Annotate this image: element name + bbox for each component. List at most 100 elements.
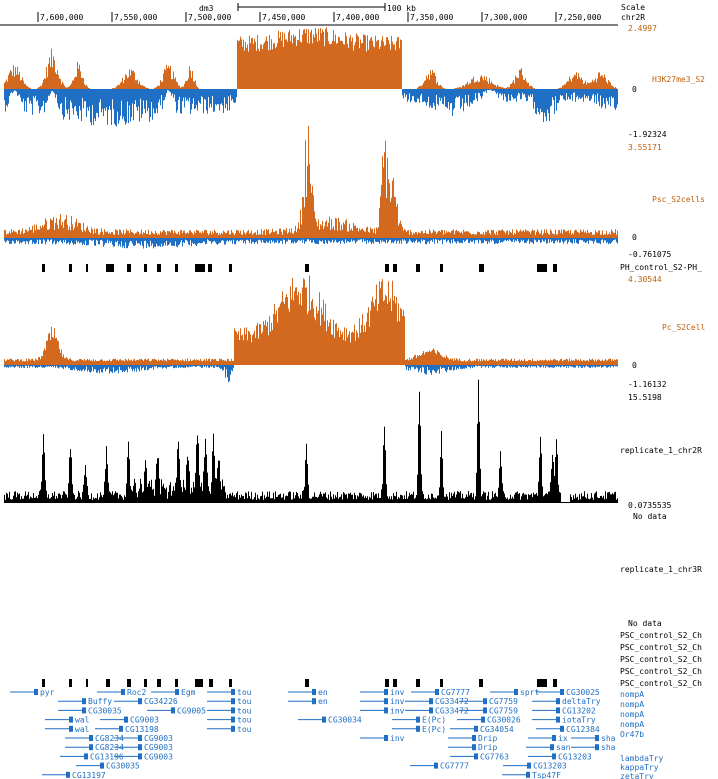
- track-psc-control[interactable]: [42, 679, 557, 687]
- gene-label[interactable]: CG8234: [95, 734, 124, 743]
- gene-label[interactable]: sha: [601, 743, 616, 752]
- gene-exon: [69, 716, 73, 723]
- gene-label[interactable]: wal: [75, 725, 90, 734]
- rep3r-name: replicate_1_chr3R: [620, 565, 702, 574]
- gene-label[interactable]: en: [318, 688, 328, 697]
- ph-peak: [69, 264, 72, 272]
- gene-label[interactable]: deltaTry: [562, 697, 601, 706]
- gene-exon: [474, 753, 478, 760]
- gene-label[interactable]: en: [318, 697, 328, 706]
- gene-label[interactable]: CG13203: [558, 752, 592, 761]
- gene-label[interactable]: CG9003: [144, 743, 173, 752]
- gene-label[interactable]: CG34054: [480, 725, 514, 734]
- chrom-label: chr2R: [621, 13, 645, 22]
- gene-exon: [138, 735, 142, 741]
- gene-label[interactable]: CG30035: [106, 762, 140, 771]
- gene-label[interactable]: san: [556, 743, 571, 752]
- gene-label[interactable]: wal: [75, 716, 90, 725]
- gene-exon: [231, 698, 235, 705]
- gene-exon: [34, 689, 38, 695]
- control-peak: [86, 679, 88, 687]
- gene-exon: [483, 698, 487, 705]
- gene-label[interactable]: CG33472: [435, 706, 469, 715]
- gene-label[interactable]: CG13202: [562, 706, 596, 715]
- gene-label[interactable]: Drip: [478, 734, 497, 743]
- gene-label[interactable]: tou: [237, 706, 252, 715]
- gene-label[interactable]: tou: [237, 716, 252, 725]
- undefined-negative-signal: [4, 365, 618, 382]
- gene-label[interactable]: Drip: [478, 743, 497, 752]
- gene-label[interactable]: tou: [237, 688, 252, 697]
- gene-label[interactable]: E(Pc): [422, 716, 446, 725]
- gene-label[interactable]: CG13203: [533, 762, 567, 771]
- track-h3k27me3[interactable]: [4, 27, 618, 127]
- gene-label[interactable]: tou: [237, 697, 252, 706]
- gene-label[interactable]: CG30035: [88, 706, 122, 715]
- gene-label[interactable]: CG30026: [487, 716, 521, 725]
- gene-label[interactable]: CG7759: [489, 706, 518, 715]
- gene-label[interactable]: CG7777: [440, 762, 469, 771]
- gene-label[interactable]: CG9003: [130, 716, 159, 725]
- track-genes[interactable]: pyr Roc2 Egm tou en inv CG7777 sprt CG30025 Buffy…: [10, 688, 616, 779]
- gene-label[interactable]: sha: [601, 734, 616, 743]
- gene-label[interactable]: Buffy: [88, 697, 112, 706]
- gene-label[interactable]: inv: [390, 734, 405, 743]
- gene-label[interactable]: CG33472: [435, 697, 469, 706]
- gene-label[interactable]: CG12384: [566, 725, 600, 734]
- gene-exon: [556, 698, 560, 705]
- gene-label[interactable]: Tsp47F: [532, 771, 561, 779]
- gene-label[interactable]: tou: [237, 725, 252, 734]
- gene-exon: [474, 725, 478, 732]
- gene-label[interactable]: CG9003: [144, 734, 173, 743]
- gene-label[interactable]: inv: [390, 697, 405, 706]
- gene-label[interactable]: E(Pc): [422, 725, 446, 734]
- ruler-tick-label: 7,300,000: [484, 13, 528, 22]
- gene-label[interactable]: CG9005: [177, 706, 206, 715]
- gene-exon: [552, 735, 556, 741]
- gene-label[interactable]: pyr: [40, 688, 55, 697]
- gene-exon: [472, 735, 476, 741]
- ruler-tick-label: 7,400,000: [336, 13, 380, 22]
- control-peak: [393, 679, 397, 687]
- gene-label[interactable]: inv: [390, 706, 405, 715]
- gene-label[interactable]: Egm: [181, 688, 196, 697]
- psc-max: 3.55171: [628, 143, 662, 152]
- track-pc[interactable]: [4, 275, 618, 383]
- pc-max: 4.30544: [628, 275, 662, 284]
- gene-label[interactable]: ix: [558, 734, 568, 743]
- gene-exon: [384, 735, 388, 741]
- track-ph-peaks[interactable]: [42, 264, 557, 272]
- gene-label[interactable]: Roc2: [127, 688, 146, 697]
- gene-label[interactable]: CG7763: [480, 752, 509, 761]
- gene-label[interactable]: CG7759: [489, 697, 518, 706]
- ph-peak: [537, 264, 547, 272]
- gene-exon: [322, 716, 326, 723]
- ph-peak: [175, 264, 178, 272]
- ruler: dm3 100 kb 7,600,000 7,550,000 7,500,000 7,…: [0, 3, 645, 26]
- gene-label[interactable]: CG13197: [72, 771, 106, 779]
- control-peak: [229, 679, 232, 687]
- ruler-tick-label: 7,350,000: [410, 13, 454, 22]
- control-peak: [440, 679, 443, 687]
- gene-label[interactable]: CG7777: [441, 688, 470, 697]
- gene-label[interactable]: CG8234: [95, 743, 124, 752]
- gene-label[interactable]: CG30025: [566, 688, 600, 697]
- peaks-name: PH_control_S2-PH_: [620, 263, 702, 272]
- gene-label[interactable]: CG30034: [328, 716, 362, 725]
- gene-label[interactable]: CG34226: [144, 697, 178, 706]
- rep2r-max: 15.5198: [628, 393, 662, 402]
- gene-exon: [384, 689, 388, 695]
- gene-label[interactable]: sprt: [520, 688, 539, 697]
- gene-label[interactable]: inv: [390, 688, 405, 697]
- gene-label[interactable]: CG13196: [90, 752, 124, 761]
- ruler-tick-label: 7,450,000: [262, 13, 306, 22]
- control-peak: [416, 679, 420, 687]
- gene-exon: [384, 698, 388, 705]
- control-peak: [195, 679, 203, 687]
- gene-label[interactable]: iotaTry: [562, 716, 596, 725]
- gene-label[interactable]: CG9003: [144, 752, 173, 761]
- gene-label[interactable]: CG13198: [125, 725, 159, 734]
- gene-exon: [435, 689, 439, 695]
- track-replicate-chr2r[interactable]: [4, 379, 618, 503]
- track-psc[interactable]: [4, 125, 618, 249]
